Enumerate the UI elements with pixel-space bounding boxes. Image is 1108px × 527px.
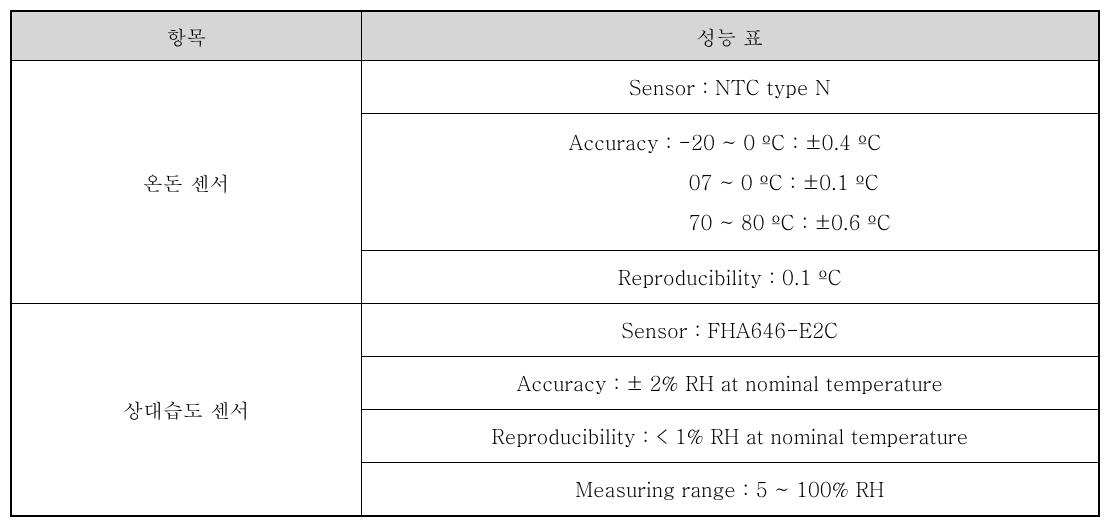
- temp-accuracy-line1: Accuracy : -20 ~ 0 ºC : ±0.4 ºC: [569, 122, 891, 162]
- table-header-row: 항목 성능 표: [11, 11, 1099, 61]
- temp-accuracy-value: Accuracy : -20 ~ 0 ºC : ±0.4 ºC 07 ~ 0 º…: [361, 114, 1099, 251]
- temp-sensor-value: Sensor : NTC type N: [361, 61, 1099, 114]
- header-item: 항목: [11, 11, 361, 61]
- temp-sensor-label: 온돈 센서: [11, 61, 361, 304]
- humidity-sensor-value: Sensor : FHA646-E2C: [361, 304, 1099, 357]
- temp-accuracy-line3: 70 ~ 80 ºC : ±0.6 ºC: [569, 202, 891, 242]
- temp-accuracy-line2: 07 ~ 0 ºC : ±0.1 ºC: [569, 162, 879, 202]
- temp-reproducibility-value: Reproducibility : 0.1 ºC: [361, 251, 1099, 304]
- table-row: 온돈 센서 Sensor : NTC type N: [11, 61, 1099, 114]
- humidity-sensor-label: 상대습도 센서: [11, 304, 361, 517]
- spec-table: 항목 성능 표 온돈 센서 Sensor : NTC type N Accura…: [10, 10, 1100, 517]
- header-spec: 성능 표: [361, 11, 1099, 61]
- humidity-reproducibility-value: Reproducibility : < 1% RH at nominal tem…: [361, 410, 1099, 463]
- humidity-accuracy-value: Accuracy : ± 2% RH at nominal temperatur…: [361, 357, 1099, 410]
- humidity-range-value: Measuring range : 5 ~ 100% RH: [361, 463, 1099, 517]
- table-row: 상대습도 센서 Sensor : FHA646-E2C: [11, 304, 1099, 357]
